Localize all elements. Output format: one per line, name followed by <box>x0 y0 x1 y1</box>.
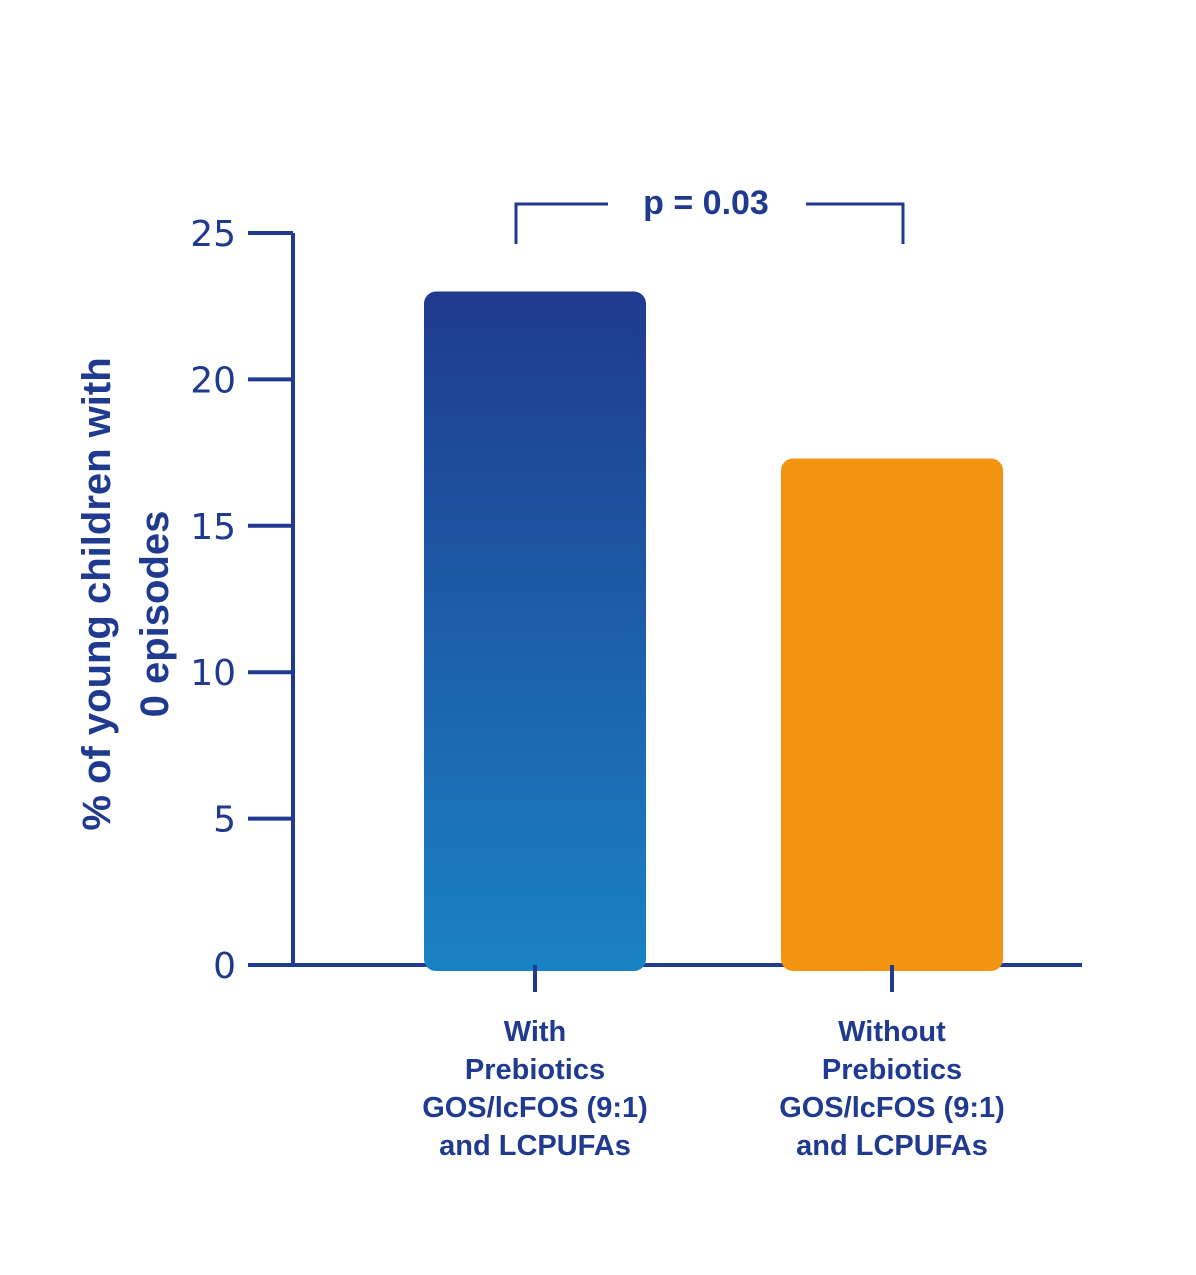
bracket-right <box>806 202 905 244</box>
y-tick-label: 20 <box>190 360 236 401</box>
y-tick-label: 10 <box>190 653 236 694</box>
y-tick-label: 5 <box>213 800 236 841</box>
x-category-label-line: Without <box>838 1016 946 1048</box>
y-axis-label-group: % of young children with 0 episodes <box>75 357 177 830</box>
p-value-label: p = 0.03 <box>643 184 769 222</box>
y-tick-label: 0 <box>213 946 236 987</box>
y-ticks: 0 5 10 15 20 25 <box>190 214 293 987</box>
y-axis-label-line: % of young children with <box>75 357 119 830</box>
x-category-label-line: With <box>504 1016 567 1048</box>
y-axis-label-line: 0 episodes <box>133 511 177 718</box>
x-category-label-line: Prebiotics <box>822 1054 962 1086</box>
bars <box>424 291 1003 992</box>
x-category-labels: With Prebiotics GOS/lcFOS (9:1) and LCPUFAs… <box>422 1016 1005 1162</box>
y-axis-label: % of young children with 0 episodes <box>75 357 177 830</box>
bracket-left <box>514 202 608 244</box>
x-category-label-line: and LCPUFAs <box>439 1130 631 1162</box>
x-category-label: Without Prebiotics GOS/lcFOS (9:1) and LCPU… <box>779 1016 1005 1162</box>
bar <box>781 458 1003 971</box>
bar <box>424 291 646 971</box>
x-category-label: With Prebiotics GOS/lcFOS (9:1) and LCPUFAs <box>422 1016 648 1162</box>
significance-annotation: p = 0.03 <box>514 184 905 244</box>
x-category-label-line: GOS/lcFOS (9:1) <box>422 1092 648 1124</box>
x-category-label-line: GOS/lcFOS (9:1) <box>779 1092 1005 1124</box>
y-tick-label: 15 <box>190 507 236 548</box>
x-category-label-line: Prebiotics <box>465 1054 605 1086</box>
y-tick-label: 25 <box>190 214 236 255</box>
x-category-label-line: and LCPUFAs <box>796 1130 988 1162</box>
